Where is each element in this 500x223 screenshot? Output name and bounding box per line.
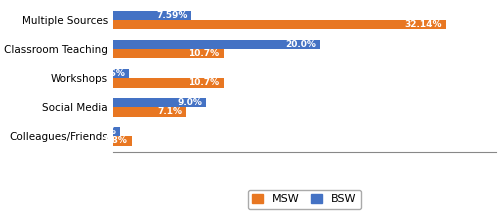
Text: 10.7%: 10.7% bbox=[188, 78, 220, 87]
Text: 10.7%: 10.7% bbox=[188, 49, 220, 58]
Bar bbox=[113, 11, 192, 20]
Bar bbox=[113, 98, 206, 107]
Bar bbox=[113, 20, 446, 29]
Legend: MSW, BSW: MSW, BSW bbox=[248, 190, 361, 209]
Bar bbox=[113, 49, 224, 58]
Bar bbox=[113, 136, 132, 146]
Bar bbox=[113, 69, 130, 78]
Bar bbox=[113, 127, 120, 136]
Text: 7.59%: 7.59% bbox=[156, 11, 188, 20]
Text: 7.1%: 7.1% bbox=[157, 107, 182, 116]
Text: 20.0%: 20.0% bbox=[285, 40, 316, 49]
Text: 9.0%: 9.0% bbox=[177, 98, 202, 107]
Text: 32.14%: 32.14% bbox=[404, 20, 442, 29]
Bar bbox=[113, 78, 224, 87]
Text: 0.7%: 0.7% bbox=[91, 127, 116, 136]
Bar bbox=[113, 40, 320, 49]
Text: 1.6%: 1.6% bbox=[100, 69, 126, 78]
Text: 1.8%: 1.8% bbox=[102, 136, 128, 145]
Bar bbox=[113, 107, 186, 117]
